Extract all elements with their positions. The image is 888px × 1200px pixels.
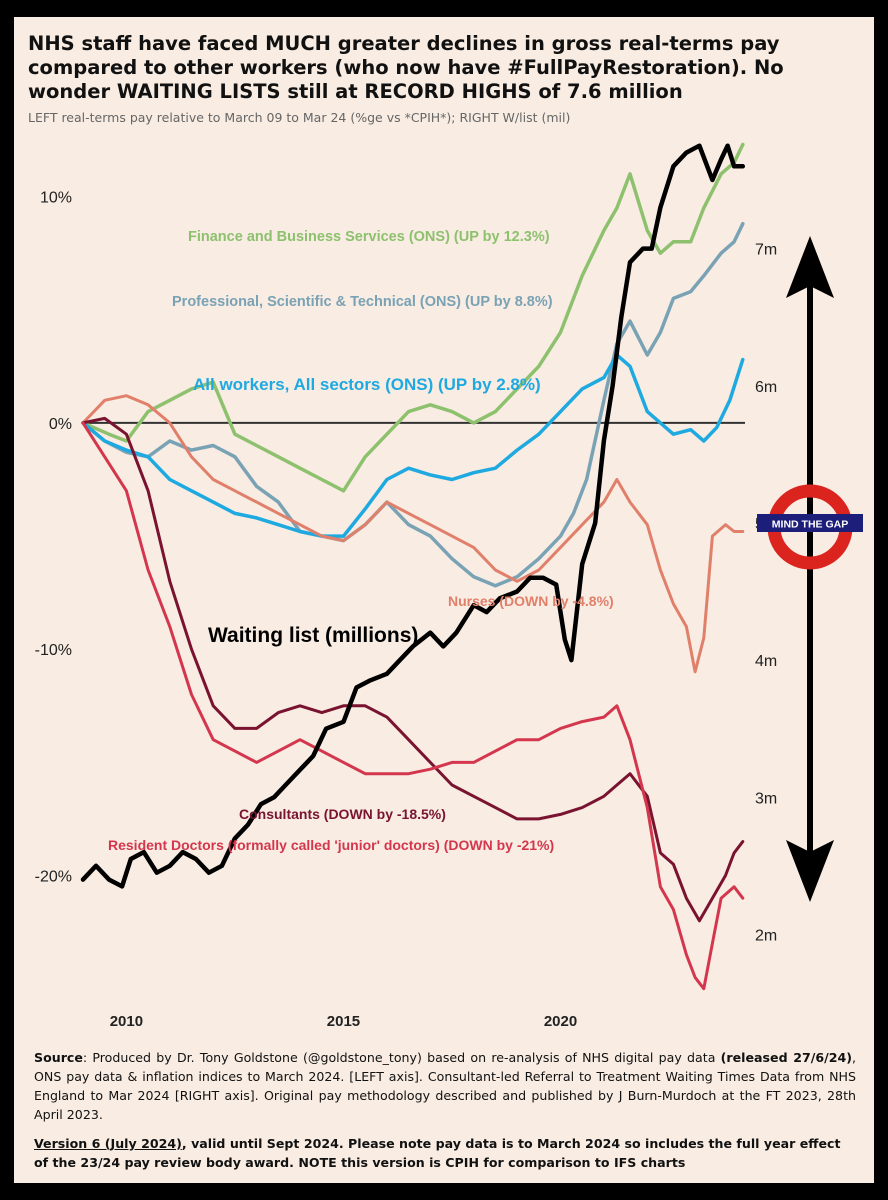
y2-tick-label: 7m xyxy=(755,242,777,259)
lines-layer xyxy=(80,142,746,991)
x-tick-label: 2015 xyxy=(327,1013,360,1030)
x-tick-label: 2010 xyxy=(110,1013,143,1030)
series-line-resident_doctors xyxy=(81,421,745,991)
series-line-all_workers xyxy=(81,353,745,538)
series-label-waiting_list: Waiting list (millions) xyxy=(208,624,418,647)
version-note: Version 6 (July 2024), valid until Sept … xyxy=(34,1134,856,1172)
roundel-bar xyxy=(757,514,863,532)
chart-subtitle: LEFT real-terms pay relative to March 09… xyxy=(28,110,571,125)
gap-arrow-head-up xyxy=(786,236,834,298)
mind-the-gap-text: MIND THE GAP xyxy=(772,519,848,531)
series-label-consultants: Consultants (DOWN by -18.5%) xyxy=(239,806,446,822)
source-note: Source: Produced by Dr. Tony Goldstone (… xyxy=(34,1048,856,1124)
y2-tick-label: 2m xyxy=(755,927,777,944)
series-label-finance: Finance and Business Services (ONS) (UP … xyxy=(188,229,550,245)
source-text-1: : Produced by Dr. Tony Goldstone (@golds… xyxy=(82,1050,721,1065)
source-text-2: , ONS pay data & inflation indices to Ma… xyxy=(34,1050,856,1122)
y2-tick-label: 4m xyxy=(755,653,777,670)
series-line-finance xyxy=(81,142,745,493)
x-tick-label: 2020 xyxy=(544,1013,577,1030)
series-line-waiting_list xyxy=(80,143,746,889)
chart-frame xyxy=(14,17,874,1183)
source-released: (released 27/6/24) xyxy=(720,1050,852,1065)
series-line-professional xyxy=(81,221,745,588)
y-tick-label: 0% xyxy=(49,416,72,433)
y-tick-label: 10% xyxy=(40,190,72,207)
chart-title: NHS staff have faced MUCH greater declin… xyxy=(28,32,784,103)
y2-tick-label: 3m xyxy=(755,790,777,807)
source-label: Source xyxy=(34,1050,83,1065)
series-label-nurses: Nurses (DOWN by -4.8%) xyxy=(448,593,614,609)
y-tick-label: -10% xyxy=(35,642,72,659)
series-label-resident_doctors: Resident Doctors (formally called 'junio… xyxy=(108,837,554,853)
series-label-all_workers: All workers, All sectors (ONS) (UP by 2.… xyxy=(193,375,541,394)
axes-layer: 10%0%-10%-20%7m6m5m4m3m2m201020152020 xyxy=(35,190,778,1030)
version-text: , valid until Sept 2024. Please note pay… xyxy=(34,1136,841,1170)
mind-the-gap-layer: MIND THE GAP xyxy=(757,236,863,902)
y2-tick-label: 6m xyxy=(755,379,777,396)
series-label-professional: Professional, Scientific & Technical (ON… xyxy=(172,294,553,310)
series-line-consultants xyxy=(81,416,745,923)
gap-arrow-head-down xyxy=(786,840,834,902)
version-underlined: Version 6 (July 2024) xyxy=(34,1136,182,1151)
y-tick-label: -20% xyxy=(35,869,72,886)
series-line-nurses xyxy=(81,394,745,674)
series-labels-layer: Finance and Business Services (ONS) (UP … xyxy=(108,229,614,853)
